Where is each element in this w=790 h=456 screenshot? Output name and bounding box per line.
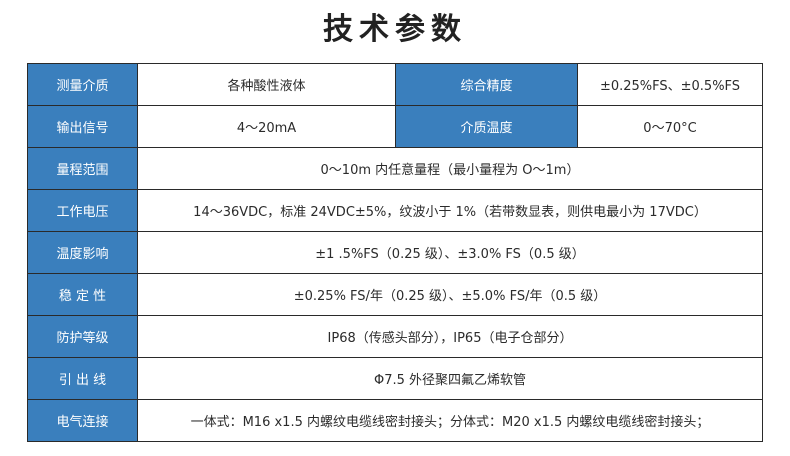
row-value-range: 0～10m 内任意量程（最小量程为 O～1m） (137, 147, 763, 190)
row-label-connection: 电气连接 (27, 399, 138, 442)
row-value-lead-wire: Φ7.5 外径聚四氟乙烯软管 (137, 357, 763, 400)
table-row: 温度影响 ±1 .5%FS（0.25 级）、±3.0% FS（0.5 级） (27, 231, 763, 274)
row-label-stability: 稳 定 性 (27, 273, 138, 316)
row-value-connection: 一体式：M16 x1.5 内螺纹电缆线密封接头；分体式：M20 x1.5 内螺纹… (137, 399, 763, 442)
row-label-temp-effect: 温度影响 (27, 231, 138, 274)
row-label-range: 量程范围 (27, 147, 138, 190)
spec-table: 测量介质 各种酸性液体 综合精度 ±0.25%FS、±0.5%FS 输出信号 4… (27, 63, 763, 442)
row-label-output: 输出信号 (27, 105, 138, 148)
table-row: 引 出 线 Φ7.5 外径聚四氟乙烯软管 (27, 357, 763, 400)
row-value-temp-effect: ±1 .5%FS（0.25 级）、±3.0% FS（0.5 级） (137, 231, 763, 274)
table-row: 工作电压 14～36VDC，标准 24VDC±5%，纹波小于 1%（若带数显表，… (27, 189, 763, 232)
row-label-voltage: 工作电压 (27, 189, 138, 232)
row-label-lead-wire: 引 出 线 (27, 357, 138, 400)
row-value-medium: 各种酸性液体 (137, 63, 396, 106)
row-value-output: 4～20mA (137, 105, 396, 148)
table-row: 输出信号 4～20mA 介质温度 0～70°C (27, 105, 763, 148)
page-title: 技术参数 (323, 12, 467, 47)
table-row: 防护等级 IP68（传感头部分），IP65（电子仓部分） (27, 315, 763, 358)
row-label-medium: 测量介质 (27, 63, 138, 106)
table-row: 电气连接 一体式：M16 x1.5 内螺纹电缆线密封接头；分体式：M20 x1.… (27, 399, 763, 442)
table-row: 稳 定 性 ±0.25% FS/年（0.25 级）、±5.0% FS/年（0.5… (27, 273, 763, 316)
table-row: 测量介质 各种酸性液体 综合精度 ±0.25%FS、±0.5%FS (27, 63, 763, 106)
row-value-medium-temp: 0～70°C (577, 105, 763, 148)
row-value-stability: ±0.25% FS/年（0.25 级）、±5.0% FS/年（0.5 级） (137, 273, 763, 316)
row-value-accuracy: ±0.25%FS、±0.5%FS (577, 63, 763, 106)
row-value-voltage: 14～36VDC，标准 24VDC±5%，纹波小于 1%（若带数显表，则供电最小… (137, 189, 763, 232)
row-value-protection: IP68（传感头部分），IP65（电子仓部分） (137, 315, 763, 358)
row-label-protection: 防护等级 (27, 315, 138, 358)
table-row: 量程范围 0～10m 内任意量程（最小量程为 O～1m） (27, 147, 763, 190)
row-label-accuracy: 综合精度 (395, 63, 578, 106)
row-label-medium-temp: 介质温度 (395, 105, 578, 148)
